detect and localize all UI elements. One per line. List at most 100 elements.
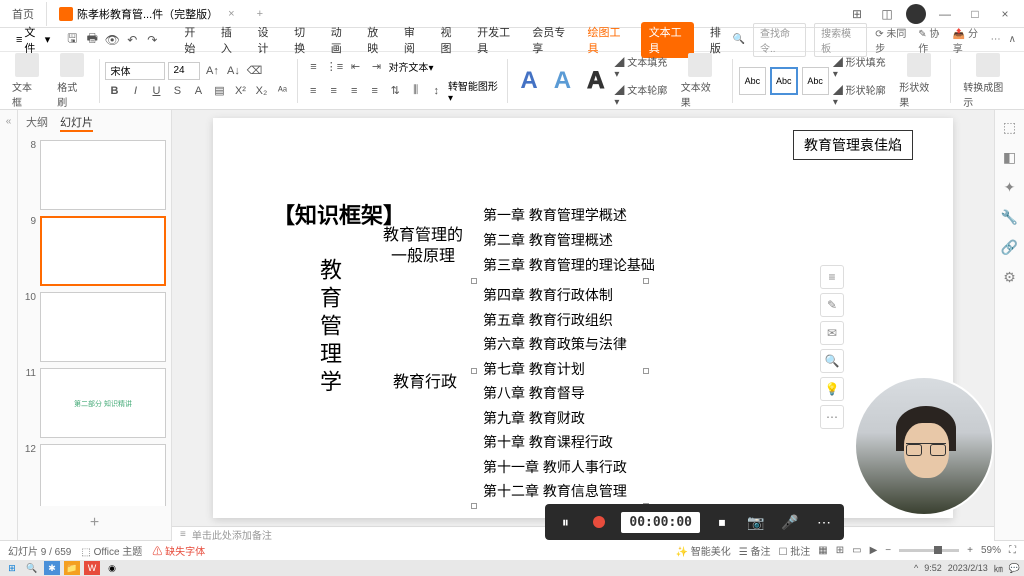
tool-mail-icon[interactable]: ✉ xyxy=(820,321,844,345)
rec-more-icon[interactable]: ⋯ xyxy=(812,510,836,534)
thumbnail-9[interactable]: 9 xyxy=(22,216,167,286)
change-case-icon[interactable]: ᴬᵃ xyxy=(273,82,291,100)
rs-tools-icon[interactable]: 🔧 xyxy=(1001,208,1019,226)
undo-icon[interactable]: ↶ xyxy=(124,32,140,48)
search-taskbar-icon[interactable]: 🔍 xyxy=(24,561,40,575)
selection-handle[interactable] xyxy=(471,278,477,284)
start-icon[interactable]: ⊞ xyxy=(4,561,20,575)
box-icon[interactable]: ◫ xyxy=(876,3,898,25)
maximize-icon[interactable]: □ xyxy=(964,3,986,25)
close-tab-icon[interactable]: × xyxy=(228,8,234,20)
wordart-2[interactable]: A xyxy=(548,63,577,99)
thumbnail-10[interactable]: 10 xyxy=(22,292,167,362)
tab-start[interactable]: 开始 xyxy=(182,22,205,58)
zoom-value[interactable]: 59% xyxy=(981,545,1001,556)
minimize-icon[interactable]: — xyxy=(934,3,956,25)
shape-style-2[interactable]: Abc xyxy=(770,67,797,95)
thumbnail-12[interactable]: 12 xyxy=(22,444,167,506)
pause-icon[interactable]: ⏸ xyxy=(553,510,577,534)
text-fill-dropdown[interactable]: ◢ 文本填充▾ xyxy=(614,54,670,80)
tab-vip[interactable]: 会员专享 xyxy=(530,22,571,58)
increase-font-icon[interactable]: A↑ xyxy=(203,62,221,80)
app3-icon[interactable]: W xyxy=(84,561,100,575)
add-tab[interactable]: + xyxy=(247,4,273,24)
outline-tab[interactable]: 大纲 xyxy=(26,114,48,132)
thumbnails-list[interactable]: 8 9 10 11第二部分 知识精讲 12 xyxy=(18,136,171,506)
zoom-slider[interactable] xyxy=(899,549,959,552)
shape-style-3[interactable]: Abc xyxy=(802,67,829,95)
collapse-ribbon-icon[interactable]: ∧ xyxy=(1009,34,1016,45)
textbox-button[interactable]: 文本框 xyxy=(6,51,47,111)
user-avatar[interactable] xyxy=(906,4,926,24)
tab-review[interactable]: 审阅 xyxy=(402,22,425,58)
record-icon[interactable] xyxy=(587,510,611,534)
line-spacing-icon[interactable]: ⇅ xyxy=(386,82,404,100)
save-icon[interactable]: 🖫 xyxy=(64,32,80,48)
tray-ime-icon[interactable]: ㎞ xyxy=(994,562,1003,575)
subtopic-1[interactable]: 教育管理的一般原理 xyxy=(383,226,463,268)
align-text-dropdown[interactable]: 对齐文本▾ xyxy=(388,59,433,74)
tab-insert[interactable]: 插入 xyxy=(219,22,242,58)
tab-dev[interactable]: 开发工具 xyxy=(475,22,516,58)
view-reading-icon[interactable]: ▭ xyxy=(852,545,861,556)
tool-more-icon[interactable]: ⋯ xyxy=(820,405,844,429)
wordart-1[interactable]: A xyxy=(514,63,543,99)
search-template[interactable]: 搜索模板 xyxy=(814,23,867,57)
subtopic-2[interactable]: 教育行政 xyxy=(393,368,457,392)
add-slide-button[interactable]: + xyxy=(18,506,171,540)
view-normal-icon[interactable]: ▦ xyxy=(818,545,827,556)
redo-icon[interactable]: ↷ xyxy=(144,32,160,48)
clear-format-icon[interactable]: ⌫ xyxy=(245,62,263,80)
more-icon[interactable]: ⋯ xyxy=(991,34,1001,45)
strike-icon[interactable]: S xyxy=(168,82,186,100)
app2-icon[interactable]: 📁 xyxy=(64,561,80,575)
author-box[interactable]: 教育管理袁佳焰 xyxy=(793,130,913,160)
tab-design[interactable]: 设计 xyxy=(256,22,279,58)
collapse-panel-icon[interactable]: « xyxy=(0,110,18,540)
selection-handle[interactable] xyxy=(643,278,649,284)
font-name-select[interactable] xyxy=(105,62,165,80)
decrease-font-icon[interactable]: A↓ xyxy=(224,62,242,80)
align-center-icon[interactable]: ≡ xyxy=(325,82,343,100)
text-direction-icon[interactable]: ↕ xyxy=(427,82,445,100)
tool-bulb-icon[interactable]: 💡 xyxy=(820,377,844,401)
tab-transition[interactable]: 切换 xyxy=(292,22,315,58)
tray-notif-icon[interactable]: 💬 xyxy=(1009,563,1020,574)
close-window-icon[interactable]: × xyxy=(994,3,1016,25)
missing-font[interactable]: ⚠ 缺失字体 xyxy=(152,543,205,558)
shape-style-1[interactable]: Abc xyxy=(739,67,766,95)
columns-icon[interactable]: ⫼ xyxy=(407,82,425,100)
main-subject[interactable]: 教育管理学 xyxy=(313,258,345,398)
slides-tab[interactable]: 幻灯片 xyxy=(60,114,93,132)
numbering-icon[interactable]: ⋮≡ xyxy=(325,58,343,76)
chapters-group-2[interactable]: 第四章 教育行政体制 第五章 教育行政组织 第六章 教育政策与法律 第七章 教育… xyxy=(483,283,627,504)
tool-layers-icon[interactable]: ≡ xyxy=(820,265,844,289)
shape-fill-dropdown[interactable]: ◢ 形状填充▾ xyxy=(833,54,889,80)
tool-search-icon[interactable]: 🔍 xyxy=(820,349,844,373)
search-command[interactable]: 查找命令.. xyxy=(753,23,806,57)
stop-icon[interactable]: ⏹ xyxy=(710,510,734,534)
convert-button[interactable]: 转换成图示 xyxy=(957,51,1018,111)
view-slideshow-icon[interactable]: ▶ xyxy=(870,545,878,556)
align-left-icon[interactable]: ≡ xyxy=(304,82,322,100)
webcam-overlay[interactable] xyxy=(854,376,994,516)
justify-icon[interactable]: ≡ xyxy=(366,82,384,100)
app4-icon[interactable]: ◉ xyxy=(104,561,120,575)
rs-design-icon[interactable]: ◧ xyxy=(1001,148,1019,166)
thumbnail-11[interactable]: 11第二部分 知识精讲 xyxy=(22,368,167,438)
thumbnail-8[interactable]: 8 xyxy=(22,140,167,210)
indent-dec-icon[interactable]: ⇤ xyxy=(346,58,364,76)
rs-select-icon[interactable]: ⬚ xyxy=(1001,118,1019,136)
wordart-3[interactable]: A xyxy=(581,63,610,99)
underline-icon[interactable]: U xyxy=(147,82,165,100)
notes-toggle[interactable]: ☰ 备注 xyxy=(739,543,771,558)
rs-link-icon[interactable]: 🔗 xyxy=(1001,238,1019,256)
rs-animation-icon[interactable]: ✦ xyxy=(1001,178,1019,196)
camera-icon[interactable]: 📷 xyxy=(744,510,768,534)
font-size-select[interactable] xyxy=(168,62,200,80)
tab-drawing[interactable]: 绘图工具 xyxy=(585,22,626,58)
bold-icon[interactable]: B xyxy=(105,82,123,100)
chapters-group-1[interactable]: 第一章 教育管理学概述 第二章 教育管理概述 第三章 教育管理的理论基础 xyxy=(483,203,655,279)
subscript-icon[interactable]: X₂ xyxy=(252,82,270,100)
mic-icon[interactable]: 🎤 xyxy=(778,510,802,534)
